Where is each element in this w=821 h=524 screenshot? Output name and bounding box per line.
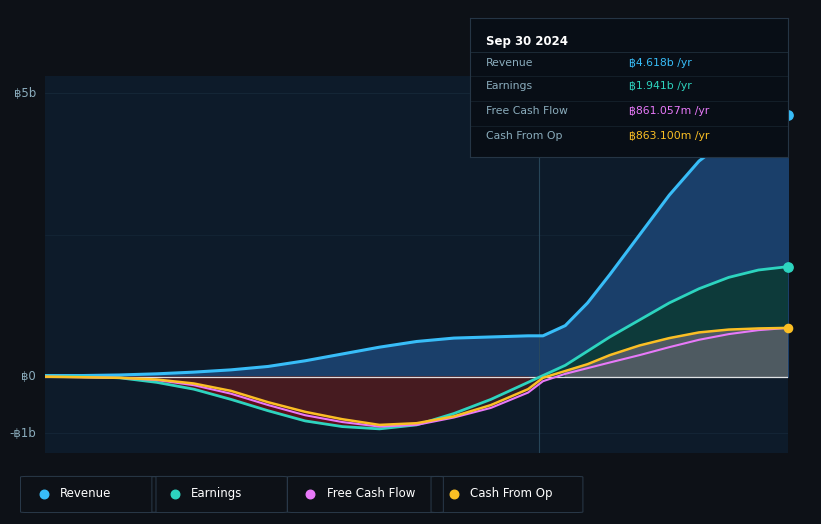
Point <box>168 489 181 498</box>
Point <box>782 324 795 332</box>
Text: Free Cash Flow: Free Cash Flow <box>485 106 567 116</box>
Text: Earnings: Earnings <box>191 487 243 500</box>
Text: ฿4.618b /yr: ฿4.618b /yr <box>629 58 691 68</box>
Point <box>782 111 795 119</box>
Text: Revenue: Revenue <box>485 58 533 68</box>
Text: ฿0: ฿0 <box>21 370 36 383</box>
Text: 2023: 2023 <box>398 478 428 491</box>
Point <box>782 263 795 271</box>
Point <box>37 489 50 498</box>
Point <box>447 489 461 498</box>
Point <box>304 489 317 498</box>
Text: Cash From Op: Cash From Op <box>470 487 553 500</box>
Text: ฿5b: ฿5b <box>14 86 36 100</box>
Text: Earnings: Earnings <box>485 81 533 91</box>
Text: ฿861.057m /yr: ฿861.057m /yr <box>629 106 709 116</box>
Text: Sep 30 2024: Sep 30 2024 <box>485 35 567 48</box>
Text: ฿863.100m /yr: ฿863.100m /yr <box>629 132 709 141</box>
Text: -฿1b: -฿1b <box>10 427 36 440</box>
Text: 2022: 2022 <box>145 478 175 491</box>
Text: Past: Past <box>550 52 575 64</box>
Text: Cash From Op: Cash From Op <box>485 132 562 141</box>
Text: 2024: 2024 <box>647 478 677 491</box>
Text: Revenue: Revenue <box>60 487 112 500</box>
Text: Free Cash Flow: Free Cash Flow <box>327 487 415 500</box>
Text: ฿1.941b /yr: ฿1.941b /yr <box>629 81 691 91</box>
